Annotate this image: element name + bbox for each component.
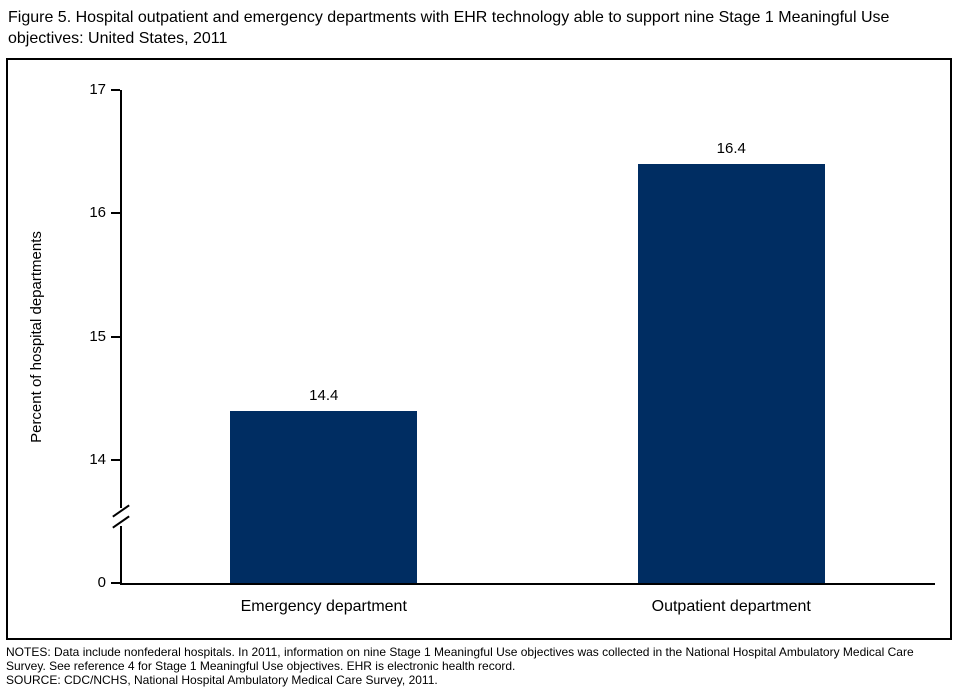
y-tick xyxy=(111,212,120,215)
bar-value-label: 16.4 xyxy=(716,140,746,157)
y-tick-label: 0 xyxy=(97,574,106,591)
y-tick xyxy=(111,459,120,461)
bar xyxy=(637,164,825,583)
bar xyxy=(230,410,418,583)
y-tick xyxy=(111,335,120,338)
y-tick-label: 15 xyxy=(89,327,106,345)
plot-area: 17 16 15 14 0 14.4 Emergency department 16.4 Out… xyxy=(8,60,950,638)
source-text: SOURCE: CDC/NCHS, National Hospital Ambu… xyxy=(6,673,438,687)
figure-footer: NOTES: Data include nonfederal hospitals… xyxy=(6,645,956,687)
y-tick xyxy=(111,582,120,584)
y-tick-label: 17 xyxy=(89,81,106,98)
x-category-label: Emergency department xyxy=(240,598,407,615)
figure-title: Figure 5. Hospital outpatient and emerge… xyxy=(8,9,890,47)
y-axis-line xyxy=(120,526,122,585)
x-axis-line xyxy=(120,583,935,585)
y-tick-label: 14 xyxy=(89,451,106,468)
chart-frame: Percent of hospital departments 17 16 15 14… xyxy=(6,58,952,640)
y-tick xyxy=(111,89,120,91)
bar-value-label: 14.4 xyxy=(309,386,339,404)
y-axis-line xyxy=(120,90,122,508)
x-category-label: Outpatient department xyxy=(651,598,811,615)
notes-text: NOTES: Data include nonfederal hospitals… xyxy=(6,645,914,673)
y-tick-label: 16 xyxy=(89,204,106,222)
